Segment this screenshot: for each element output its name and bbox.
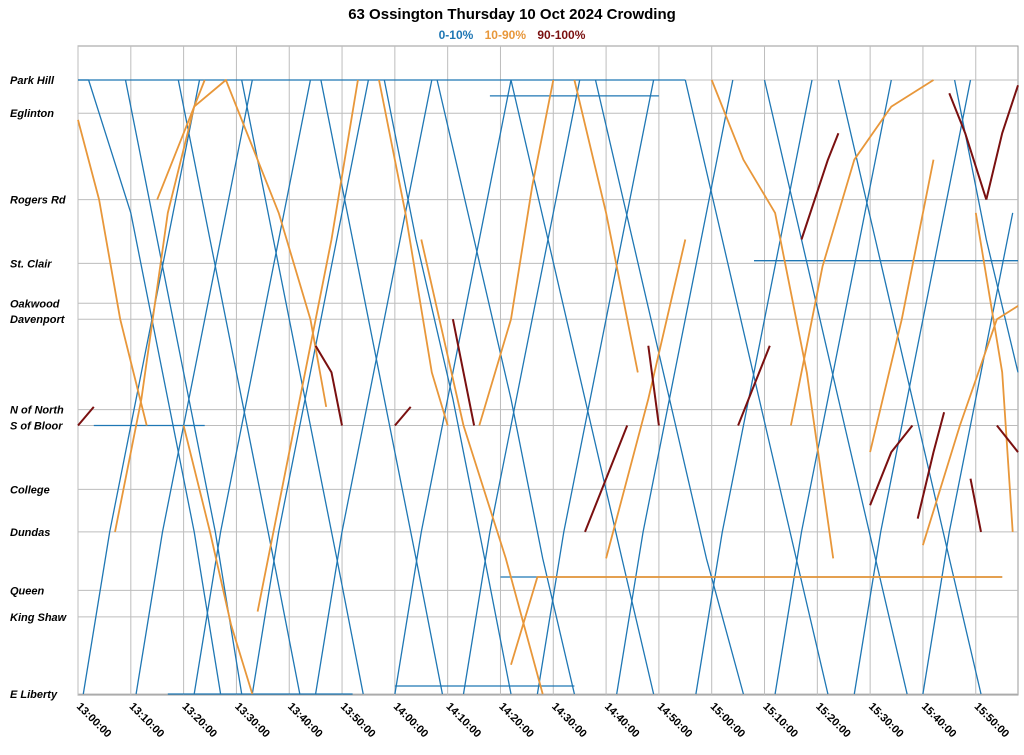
trip-line-darkred	[800, 132, 840, 240]
trip-line-blue	[695, 79, 813, 695]
x-tick-label: 14:00:00	[391, 701, 431, 741]
x-tick-label: 14:30:00	[549, 701, 589, 741]
trip-line-orange	[77, 119, 148, 426]
stop-label: Dundas	[10, 527, 50, 539]
trip-line-orange	[256, 79, 359, 612]
trip-line-orange	[182, 425, 254, 695]
trip-line-blue	[251, 79, 370, 695]
trip-line-darkred	[916, 412, 946, 519]
trip-line-blue	[320, 79, 444, 695]
legend-entry-10-90: 10-90%	[484, 28, 526, 42]
x-tick-label: 15:00:00	[708, 701, 748, 741]
stop-label: Davenport	[10, 314, 66, 326]
stop-label: N of North	[10, 405, 64, 417]
trip-line-blue	[953, 79, 1019, 373]
trip-line-orange	[478, 79, 555, 426]
chart-title: 63 Ossington Thursday 10 Oct 2024 Crowdi…	[348, 6, 676, 23]
trip-line-orange	[790, 79, 934, 426]
trip-line-blue	[78, 79, 222, 695]
trip-line-darkred	[77, 406, 95, 427]
stop-label: Eglinton	[10, 108, 54, 120]
x-tick-label: 13:00:00	[74, 701, 114, 741]
trip-line-blue	[774, 79, 892, 695]
trip-line-blue	[837, 79, 982, 695]
x-tick-label: 14:20:00	[496, 701, 536, 741]
trip-line-blue	[462, 79, 581, 695]
stop-label: Oakwood	[10, 298, 60, 310]
trip-line-blue	[922, 212, 1014, 695]
trip-line-darkred	[948, 92, 988, 200]
stop-label: Queen	[10, 585, 45, 597]
trip-line-blue	[394, 79, 512, 695]
x-tick-label: 14:50:00	[655, 701, 695, 741]
x-tick-label: 14:10:00	[444, 701, 484, 741]
stop-label: King Shaw	[10, 612, 68, 624]
trip-line-orange	[605, 239, 687, 559]
stop-label: S of Bloor	[10, 421, 63, 433]
trip-line-orange	[420, 239, 544, 695]
trip-line-darkred	[394, 406, 412, 427]
trip-line-blue	[616, 79, 734, 695]
trip-line-darkred	[969, 478, 982, 533]
trip-line-darkred	[584, 425, 629, 533]
trip-line-blue	[594, 79, 745, 695]
trip-line-darkred	[737, 345, 771, 426]
trip-line-darkred	[451, 319, 476, 426]
trip-line-darkred	[996, 424, 1019, 453]
trip-line-orange	[869, 159, 935, 453]
trip-line-darkred	[869, 424, 914, 506]
x-tick-label: 14:40:00	[602, 701, 642, 741]
trip-line-orange	[114, 106, 196, 533]
plot-frame	[77, 45, 1019, 696]
x-tick-label: 15:50:00	[972, 701, 1012, 741]
legend-entry-0-10: 0-10%	[438, 28, 474, 42]
trip-line-orange	[573, 79, 639, 373]
legend: 0-10% 10-90% 90-100%	[0, 28, 1024, 42]
x-tick-label: 15:30:00	[866, 701, 906, 741]
x-tick-label: 15:20:00	[813, 701, 853, 741]
trip-line-orange	[378, 79, 449, 426]
x-tick-label: 13:40:00	[285, 701, 325, 741]
trip-line-orange	[193, 79, 206, 107]
trip-line-orange	[510, 576, 1003, 666]
stop-label: St. Clair	[10, 258, 52, 270]
trip-line-darkred	[314, 345, 343, 426]
trip-line-blue	[82, 79, 201, 695]
stop-label: E Liberty	[10, 689, 58, 701]
trip-line-blue	[763, 79, 908, 695]
x-tick-label: 13:30:00	[232, 701, 272, 741]
trip-line-blue	[193, 79, 312, 695]
trip-line-blue	[177, 79, 301, 695]
legend-entry-90-100: 90-100%	[537, 28, 586, 42]
trip-line-orange	[922, 305, 1019, 546]
trip-line-blue	[853, 79, 972, 695]
stop-label: Park Hill	[10, 75, 55, 87]
stop-label: Rogers Rd	[10, 195, 66, 207]
trip-line-darkred	[647, 345, 660, 426]
trip-line-blue	[684, 79, 829, 695]
x-tick-label: 13:50:00	[338, 701, 378, 741]
trip-line-blue	[536, 79, 655, 695]
x-tick-label: 13:10:00	[127, 701, 167, 741]
trip-line-blue	[135, 79, 253, 695]
trip-line-orange	[710, 79, 835, 559]
trip-line-blue	[436, 79, 576, 695]
stop-label: College	[10, 484, 50, 496]
x-tick-label: 15:40:00	[919, 701, 959, 741]
trip-line-blue	[314, 79, 433, 695]
trip-line-blue	[510, 79, 655, 695]
trip-line-blue	[383, 79, 512, 695]
trip-line-orange	[974, 212, 1014, 532]
trip-line-darkred	[985, 84, 1019, 200]
trip-line-blue	[124, 79, 243, 695]
x-tick-label: 15:10:00	[760, 701, 800, 741]
x-tick-label: 13:20:00	[179, 701, 219, 741]
